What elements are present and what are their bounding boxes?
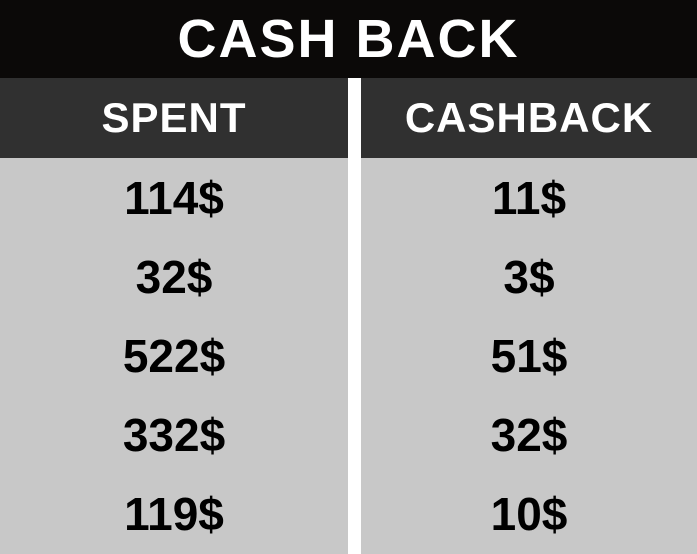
column-header-cashback: CASHBACK: [361, 78, 697, 158]
table-cell-spent: 119$: [124, 487, 224, 540]
table-cell-spent: 332$: [122, 408, 226, 461]
spent-column-body: 114$ 32$ 522$ 332$ 119$: [0, 158, 348, 554]
cashback-column: CASHBACK 11$ 3$ 51$ 32$ 10$: [361, 78, 697, 554]
spent-column: SPENT 114$ 32$ 522$ 332$ 119$: [0, 78, 348, 554]
table-cell-spent: 522$: [122, 329, 226, 382]
cashback-column-body: 11$ 3$ 51$ 32$ 10$: [361, 158, 697, 554]
table-cell-spent: 114$: [124, 171, 224, 224]
table-cell-spent: 32$: [135, 250, 213, 303]
table-cell-cashback: 10$: [490, 487, 568, 540]
column-header-spent: SPENT: [0, 78, 348, 158]
table-cell-cashback: 32$: [490, 408, 568, 461]
table-cell-cashback: 11$: [491, 171, 567, 224]
table-cell-cashback: 3$: [503, 250, 555, 303]
column-divider: [348, 78, 361, 554]
table-cell-cashback: 51$: [490, 329, 568, 382]
table-title: CASH BACK: [0, 0, 697, 78]
